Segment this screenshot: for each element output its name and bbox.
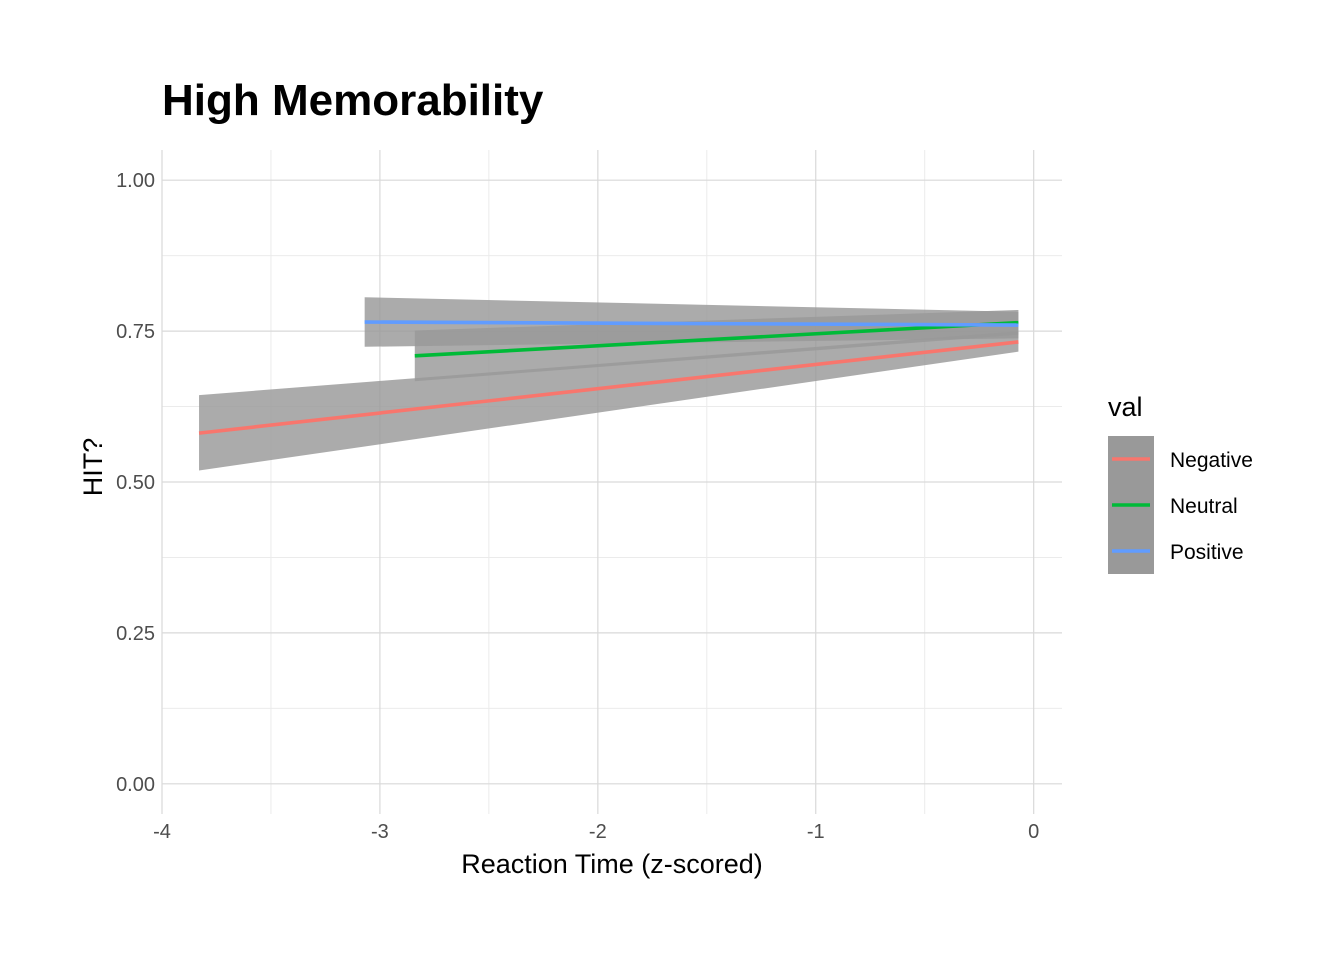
x-axis-title: Reaction Time (z-scored) <box>461 849 763 879</box>
legend: val Negative Neutral Positive <box>1108 392 1253 574</box>
x-tick-label: -1 <box>807 821 825 843</box>
series-line-neutral <box>414 320 1019 358</box>
y-tick-label: 0.25 <box>116 623 155 645</box>
series-lines <box>198 320 1019 435</box>
y-axis-title: HIT? <box>78 438 108 497</box>
axis-ticks: -4 -3 -2 -1 0 0.00 0.25 0.50 0.75 1.00 <box>116 170 1039 843</box>
chart-title: High Memorability <box>162 76 544 125</box>
legend-label-negative: Negative <box>1170 449 1253 472</box>
series-line-positive <box>364 320 1019 327</box>
x-tick-label: -2 <box>589 821 607 843</box>
x-tick-label: -4 <box>153 821 171 843</box>
legend-title: val <box>1108 392 1143 422</box>
legend-label-positive: Positive <box>1170 541 1244 564</box>
x-tick-label: 0 <box>1028 821 1039 843</box>
y-tick-label: 0.75 <box>116 321 155 343</box>
series-line-negative <box>198 340 1019 435</box>
y-tick-label: 0.50 <box>116 472 155 494</box>
x-tick-label: -3 <box>371 821 389 843</box>
y-tick-label: 0.00 <box>116 774 155 796</box>
y-tick-label: 1.00 <box>116 170 155 192</box>
legend-label-neutral: Neutral <box>1170 495 1238 518</box>
grid <box>161 150 1062 814</box>
